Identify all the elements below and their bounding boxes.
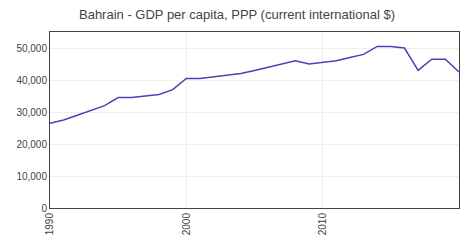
- svg-text:40,000: 40,000: [16, 75, 47, 86]
- svg-text:2000: 2000: [181, 213, 192, 236]
- svg-text:0: 0: [41, 203, 47, 214]
- svg-text:20,000: 20,000: [16, 139, 47, 150]
- svg-text:1990: 1990: [44, 213, 55, 236]
- svg-text:50,000: 50,000: [16, 43, 47, 54]
- svg-text:30,000: 30,000: [16, 107, 47, 118]
- svg-text:2010: 2010: [317, 213, 328, 236]
- svg-text:10,000: 10,000: [16, 171, 47, 182]
- svg-text:Bahrain - GDP per capita, PPP: Bahrain - GDP per capita, PPP (current i…: [79, 7, 395, 22]
